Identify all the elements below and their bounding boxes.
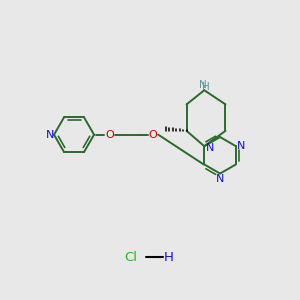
Text: N: N — [216, 174, 224, 184]
Text: N: N — [236, 141, 245, 151]
Text: H: H — [164, 251, 174, 264]
Text: O: O — [148, 130, 157, 140]
Text: N: N — [199, 80, 207, 90]
Text: Cl: Cl — [124, 251, 137, 264]
Text: N: N — [206, 142, 214, 153]
Text: N: N — [46, 130, 55, 140]
Text: H: H — [202, 82, 210, 92]
Text: O: O — [105, 130, 114, 140]
